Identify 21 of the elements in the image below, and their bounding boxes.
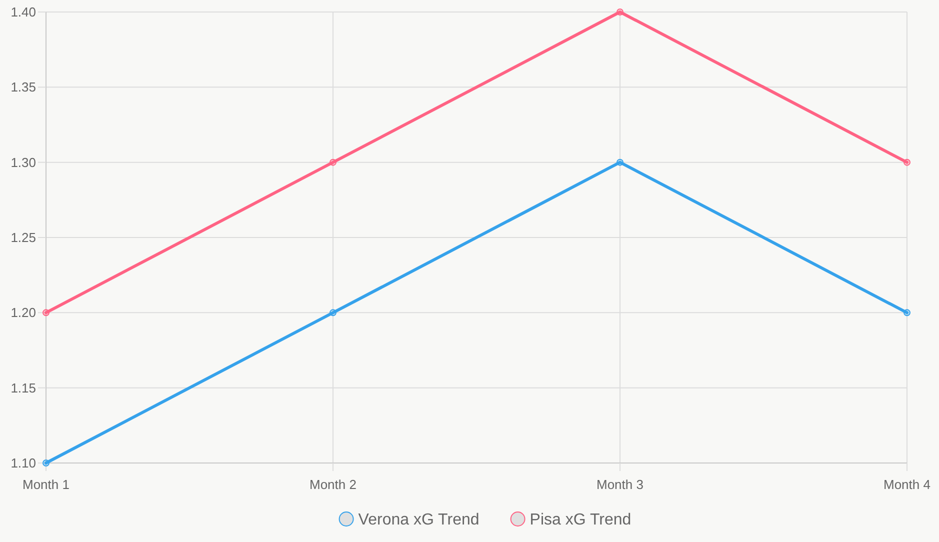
x-tick-label: Month 1	[22, 477, 70, 492]
y-tick-label: 1.25	[10, 230, 36, 246]
point	[330, 309, 336, 316]
y-tick-label: 1.10	[10, 456, 36, 471]
y-tick-label: 1.20	[10, 305, 36, 320]
point	[616, 8, 624, 16]
point	[42, 309, 50, 316]
y-tick-label: 1.35	[10, 80, 36, 95]
legend-label: Pisa xG Trend	[530, 512, 632, 529]
y-tick-label: 1.40	[10, 4, 36, 20]
point	[904, 309, 910, 316]
point	[330, 158, 336, 166]
x-tick-label: Month 2	[310, 477, 356, 492]
y-tick-label: 1.30	[10, 154, 36, 170]
x-tick-label: Month 4	[884, 477, 930, 492]
y-tick-label: 1.15	[10, 380, 36, 396]
legend-label: Verona xG Trend	[358, 512, 480, 529]
x-tick-label: Month 3	[596, 477, 644, 492]
point	[42, 460, 50, 466]
point	[616, 158, 624, 166]
point	[904, 158, 910, 166]
